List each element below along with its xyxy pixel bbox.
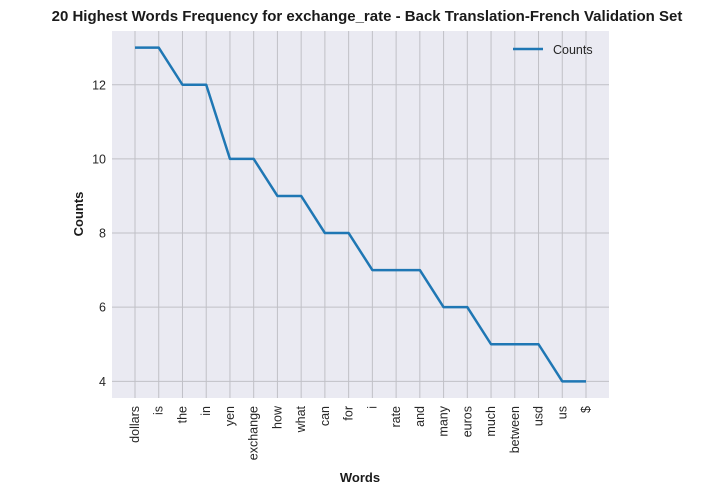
- x-axis-label: Words: [340, 470, 380, 485]
- y-tick-label: 12: [92, 78, 106, 92]
- y-tick-label: 6: [99, 301, 106, 315]
- x-tick-label: is: [152, 406, 166, 415]
- x-tick-label: $: [579, 406, 593, 413]
- x-tick-label: i: [365, 406, 379, 409]
- x-tick-label: in: [199, 406, 213, 416]
- x-tick-label: between: [508, 406, 522, 453]
- legend-label: Counts: [553, 43, 593, 57]
- x-tick-label: and: [413, 406, 427, 427]
- series-group: [135, 46, 586, 383]
- x-tick-label: can: [318, 406, 332, 426]
- x-tick-label: yen: [223, 406, 237, 426]
- x-tick-label: rate: [389, 406, 403, 428]
- x-axis-ticks: dollars is the in yen exchange how what can for i r…: [128, 405, 593, 460]
- x-tick-label: many: [437, 405, 451, 436]
- x-tick-label: for: [342, 406, 356, 421]
- x-tick-label: exchange: [247, 406, 261, 460]
- series-line-counts: [135, 46, 586, 383]
- y-tick-label: 4: [99, 375, 106, 389]
- x-tick-label: dollars: [128, 406, 142, 443]
- plot-area: [112, 31, 609, 398]
- x-tick-label: much: [484, 406, 498, 437]
- x-tick-label: how: [270, 405, 284, 429]
- x-tick-label: what: [294, 405, 308, 433]
- y-tick-label: 10: [92, 152, 106, 166]
- legend: Counts: [513, 43, 593, 57]
- x-tick-label: euros: [460, 406, 474, 437]
- y-axis-label: Counts: [71, 192, 86, 237]
- y-axis-ticks: 4 6 8 10 12: [92, 78, 106, 389]
- grid-lines: [112, 31, 609, 398]
- x-tick-label: us: [555, 406, 569, 419]
- x-tick-label: the: [175, 406, 189, 423]
- x-tick-label: usd: [532, 406, 546, 426]
- chart-title: 20 Highest Words Frequency for exchange_…: [52, 8, 683, 25]
- y-tick-label: 8: [99, 227, 106, 241]
